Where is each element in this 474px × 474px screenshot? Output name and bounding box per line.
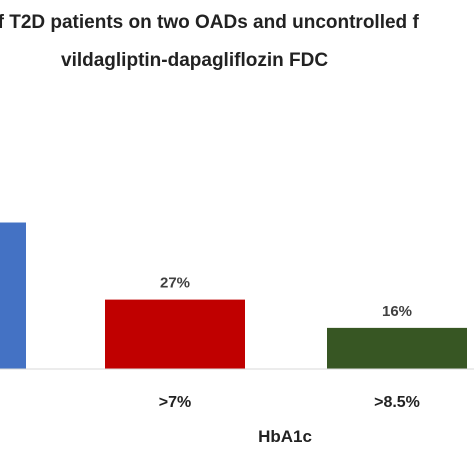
category-label-2: >7% (159, 394, 191, 411)
data-label-2: 27% (160, 275, 190, 292)
chart-title-line-2: vildagliptin-dapagliflozin FDC (61, 50, 329, 71)
bars-group (0, 222, 467, 369)
bar-1 (0, 222, 26, 369)
chart-title-line-1: of T2D patients on two OADs and uncontro… (0, 12, 419, 33)
bar-3 (327, 327, 467, 369)
category-label-3: >8.5% (374, 394, 420, 411)
data-label-3: 16% (382, 303, 412, 320)
labels-group: 27% >7% 16% >8.5% (159, 275, 420, 411)
x-axis-label: HbA1c (258, 427, 312, 446)
bar-2 (105, 299, 245, 369)
